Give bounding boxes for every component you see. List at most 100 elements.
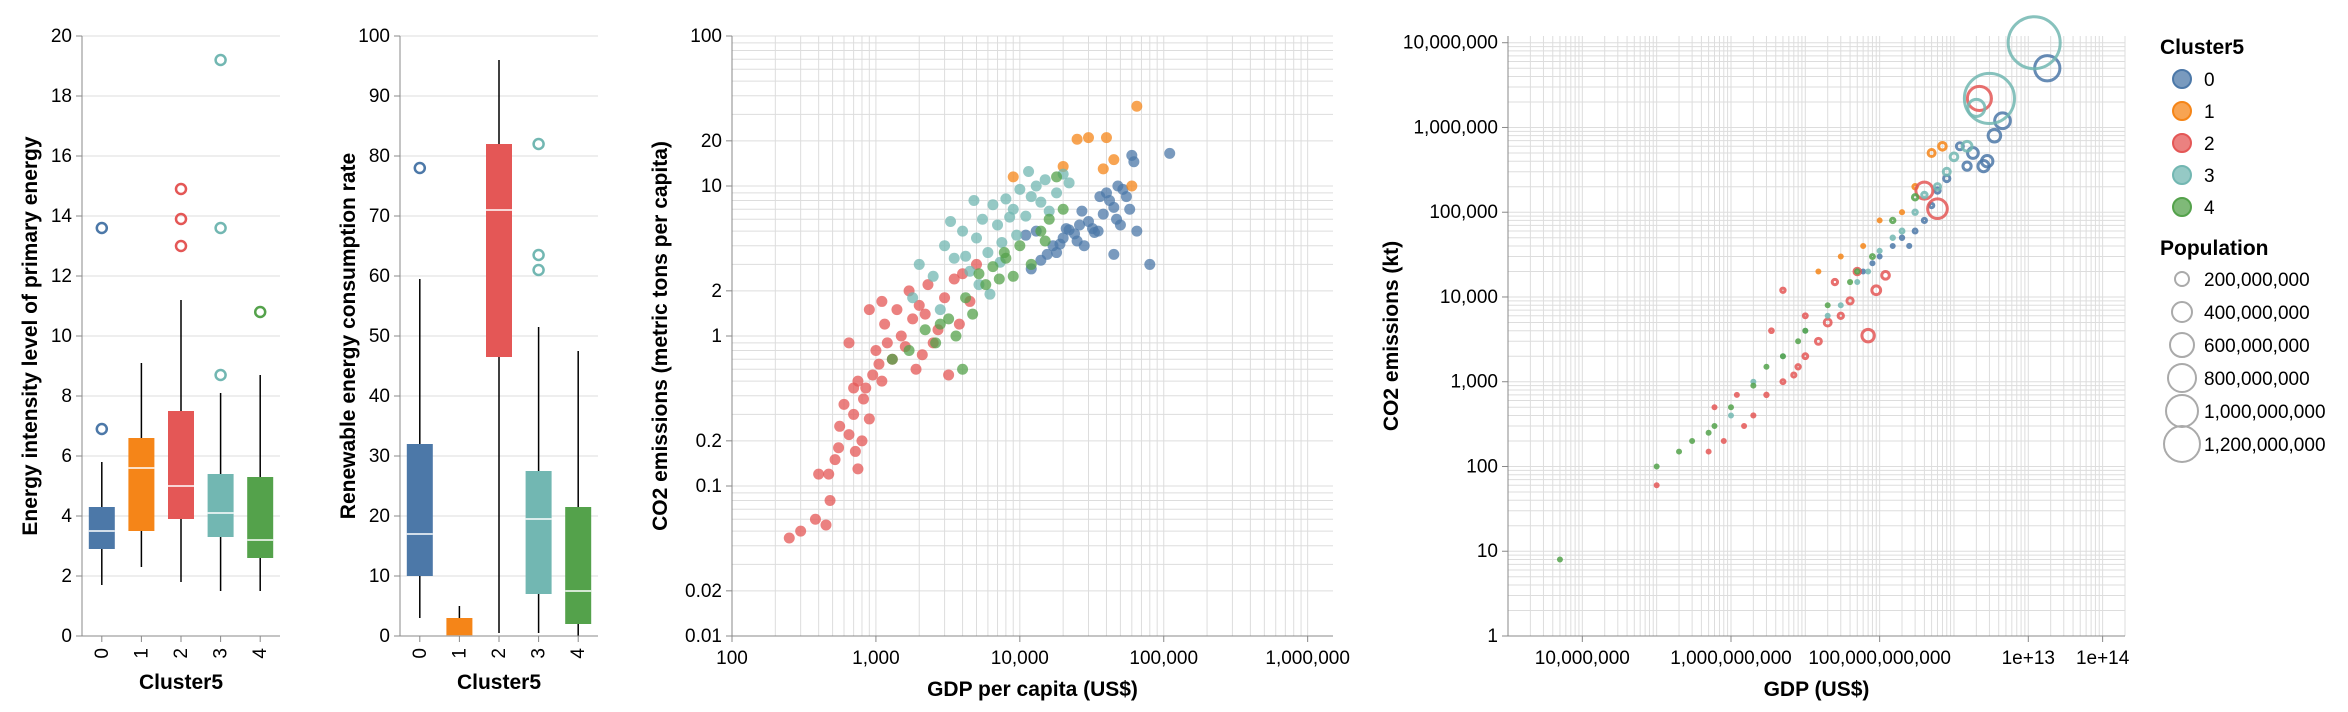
legend-label: 1: [2204, 102, 2215, 123]
bubble-cluster-4: [1910, 193, 1920, 202]
y-tick-label: 1: [711, 326, 722, 347]
legend-size-circle: [2169, 332, 2195, 358]
x-tick-label: 100,000,000,000: [1808, 648, 1951, 669]
bubble-cluster-3: [1837, 302, 1844, 309]
y-tick-label: 18: [51, 86, 72, 107]
y-tick-label: 10,000: [1440, 287, 1498, 308]
data-point-cluster-0: [1071, 235, 1083, 247]
y-axis-title: CO2 emissions (metric tons per capita): [649, 141, 672, 531]
bubble-cluster-0: [1876, 253, 1883, 260]
data-point-cluster-0: [1124, 203, 1136, 215]
bubble-cluster-0: [1976, 159, 1991, 174]
bubble-cluster-2: [1763, 391, 1770, 399]
bubble-cluster-2: [1965, 84, 1993, 112]
data-point-cluster-0: [1097, 208, 1109, 220]
legend-size-circle: [2174, 271, 2190, 287]
data-point-cluster-3: [957, 225, 969, 237]
data-point-cluster-4: [987, 261, 999, 273]
data-point-cluster-3: [1039, 174, 1051, 186]
legend: Cluster5 0 1 2 3 4 Population 200,000,000 400,00…: [2160, 36, 2326, 463]
bubble-cluster-2: [1836, 311, 1845, 320]
co2-total-scatter: 10,000,000 1,000,000,000 100,000,000,000 1e…: [1380, 15, 2130, 701]
x-tick-label: 1,000,000,000: [1670, 648, 1792, 669]
data-point-cluster-2: [823, 468, 835, 480]
bubble-cluster-3: [1962, 71, 2016, 125]
data-point-cluster-4: [919, 324, 931, 336]
bubble-cluster-4: [1847, 278, 1854, 286]
legend-label: 1,000,000,000: [2204, 402, 2326, 423]
data-point-cluster-2: [922, 279, 934, 291]
bubble-cluster-2: [1880, 270, 1891, 281]
data-point-cluster-4: [943, 313, 955, 325]
data-point-cluster-2: [948, 273, 960, 285]
bubble-cluster-4: [1750, 382, 1757, 389]
legend-size-circle: [2171, 301, 2193, 323]
data-point-cluster-0: [1020, 229, 1032, 241]
bubble-cluster-4: [1711, 423, 1718, 430]
outlier-point: [413, 161, 427, 175]
bubble-cluster-2: [1801, 352, 1810, 361]
y-tick-label: 40: [369, 386, 390, 407]
bubble-cluster-0: [1933, 186, 1942, 195]
data-point-cluster-2: [881, 337, 893, 349]
x-tick-label: 3: [529, 648, 550, 659]
data-point-cluster-2: [783, 532, 795, 544]
outlier-point: [174, 239, 188, 253]
x-tick-label: 3: [211, 648, 232, 659]
renewable-rate-boxplot: 0 10 20 30 40 50 60 70 80 90 100 0 1 2 3 4 Cluster5 Renew…: [337, 26, 598, 694]
data-point-cluster-2: [843, 337, 855, 349]
data-point-cluster-3: [1000, 193, 1012, 205]
y-tick-label: 14: [51, 206, 73, 227]
data-point-cluster-2: [907, 313, 919, 325]
data-point-cluster-2: [913, 299, 925, 311]
legend-label: 400,000,000: [2204, 303, 2310, 324]
data-point-cluster-3: [927, 270, 939, 282]
bubble-cluster-0: [1906, 242, 1913, 250]
data-point-cluster-1: [1131, 100, 1143, 112]
data-point-cluster-0: [1114, 219, 1126, 231]
bubble-cluster-2: [1845, 296, 1855, 306]
y-tick-label: 0: [61, 626, 72, 647]
data-point-cluster-4: [980, 279, 992, 291]
y-tick-label: 70: [369, 206, 390, 227]
y-tick-label: 2: [61, 566, 72, 587]
legend-swatch-cluster-2: [2172, 133, 2192, 153]
data-point-cluster-2: [834, 420, 846, 432]
data-point-cluster-3: [992, 219, 1004, 231]
data-point-cluster-3: [907, 292, 919, 304]
bubble-cluster-1: [1926, 148, 1937, 158]
data-point-cluster-1: [1108, 154, 1120, 166]
data-point-cluster-0: [1120, 191, 1132, 203]
data-point-cluster-0: [1074, 219, 1086, 231]
y-tick-label: 90: [369, 86, 390, 107]
bubble-cluster-4: [1763, 363, 1770, 370]
outlier-point: [214, 53, 227, 67]
data-point-cluster-2: [809, 513, 821, 525]
data-point-cluster-2: [860, 382, 872, 394]
bubble-cluster-0: [1993, 111, 2012, 131]
y-tick-label: 16: [51, 146, 72, 167]
data-point-cluster-2: [895, 330, 907, 342]
data-point-cluster-4: [950, 330, 962, 342]
bubble-cluster-4: [1727, 404, 1734, 411]
bubble-cluster-4: [1824, 302, 1831, 309]
y-tick-label: 100,000: [1429, 202, 1498, 223]
y-axis-title: Energy intensity level of primary energy: [19, 136, 42, 535]
y-tick-label: 1,000,000: [1413, 117, 1498, 138]
box-cluster-1: [128, 438, 155, 531]
outlier-point: [174, 212, 188, 226]
legend-label: 800,000,000: [2204, 369, 2310, 390]
data-point-cluster-2: [813, 468, 825, 480]
y-tick-label: 20: [701, 131, 722, 152]
box-cluster-4: [565, 507, 592, 624]
data-point-cluster-3: [934, 304, 946, 316]
data-point-cluster-0: [1054, 238, 1066, 250]
data-point-cluster-4: [998, 247, 1010, 259]
bubble-cluster-2: [1860, 327, 1876, 344]
legend-swatch-cluster-3: [2172, 165, 2192, 185]
y-tick-label: 60: [369, 266, 390, 287]
y-tick-label: 6: [61, 446, 72, 467]
data-point-cluster-0: [1112, 180, 1124, 192]
data-point-cluster-2: [843, 429, 855, 441]
